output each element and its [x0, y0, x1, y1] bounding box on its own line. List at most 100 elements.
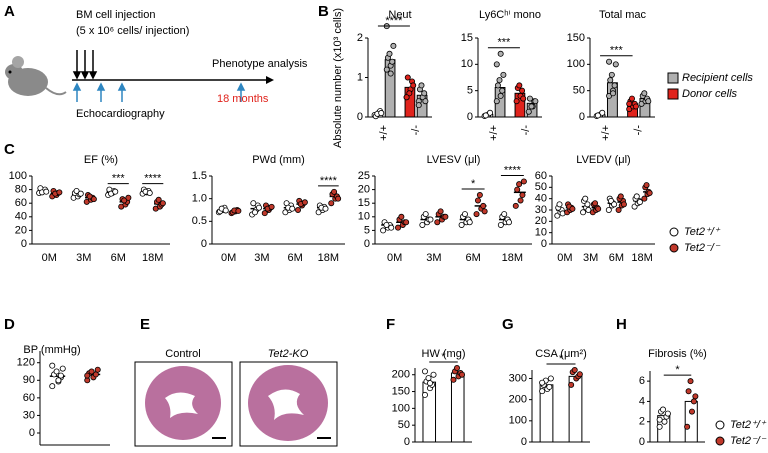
- data-point: [53, 368, 60, 375]
- x-tick-label: 6M: [609, 252, 624, 264]
- bar: [684, 400, 698, 443]
- schematic-text: Phenotype analysis: [212, 58, 308, 70]
- data-point: [517, 197, 524, 204]
- data-point: [501, 211, 508, 218]
- data-point: [430, 371, 437, 378]
- data-point: [636, 199, 643, 206]
- y-tick-label: 0: [579, 111, 585, 123]
- data-point: [437, 208, 444, 215]
- data-point: [250, 200, 257, 207]
- legend-swatch: [669, 227, 679, 237]
- data-point: [261, 210, 268, 217]
- significance-label: ***: [112, 173, 126, 185]
- data-point: [57, 372, 64, 379]
- legend-label: Tet2⁺/⁺: [684, 226, 721, 238]
- data-point: [569, 205, 576, 212]
- x-tick-label: 18M: [502, 252, 523, 264]
- y-tick-label: 0: [541, 238, 547, 250]
- data-point: [88, 368, 95, 375]
- legend-label: Recipient cells: [682, 72, 753, 84]
- data-point: [403, 219, 410, 226]
- data-point: [422, 98, 429, 105]
- data-point: [43, 188, 50, 195]
- data-point: [59, 365, 66, 372]
- y-tick-label: 60: [23, 392, 35, 404]
- data-point: [516, 82, 523, 89]
- chart-title: Total mac: [599, 9, 647, 21]
- chart-title: HW (mg): [422, 348, 466, 360]
- y-tick-label: 2: [639, 416, 645, 428]
- data-point: [398, 213, 405, 220]
- data-point: [77, 190, 84, 197]
- y-tick-label: 100: [392, 402, 410, 414]
- data-point: [516, 181, 523, 188]
- y-tick-label: 10: [461, 58, 473, 70]
- data-point: [425, 375, 432, 382]
- significance-label: *: [471, 178, 476, 190]
- x-tick-label: 0M: [557, 252, 572, 264]
- significance-label: ****: [144, 173, 162, 185]
- data-point: [331, 188, 338, 195]
- data-point: [611, 201, 618, 208]
- data-point: [328, 200, 335, 207]
- chart-title: Neut: [388, 9, 411, 21]
- panel-label: A: [4, 3, 15, 20]
- data-point: [121, 197, 128, 204]
- data-point: [482, 112, 489, 119]
- data-point: [497, 221, 504, 228]
- image-label: Tet2-KO: [268, 348, 309, 360]
- data-point: [643, 182, 650, 189]
- x-tick-label: -/-: [633, 125, 645, 136]
- y-tick-label: 100: [509, 415, 527, 427]
- x-tick-label: 6M: [111, 252, 126, 264]
- data-point: [94, 366, 101, 373]
- data-point: [493, 61, 500, 68]
- data-point: [415, 102, 422, 109]
- bar: [450, 372, 465, 443]
- chart-title: EF (%): [84, 154, 118, 166]
- data-point: [685, 388, 692, 395]
- data-point: [633, 193, 640, 200]
- data-point: [235, 207, 242, 214]
- y-tick-label: 20: [535, 215, 547, 227]
- data-point: [322, 205, 329, 212]
- data-point: [427, 380, 434, 387]
- x-tick-label: +/+: [600, 125, 612, 141]
- data-point: [56, 189, 63, 196]
- data-point: [592, 200, 599, 207]
- x-tick-label: 0M: [42, 252, 57, 264]
- data-point: [612, 61, 619, 68]
- y-tick-label: 5: [467, 85, 473, 97]
- data-point: [112, 188, 119, 195]
- legend-swatch: [667, 72, 679, 84]
- injection-arrows: [72, 50, 98, 80]
- data-point: [395, 224, 402, 231]
- x-tick-label: 0M: [221, 252, 236, 264]
- y-tick-label: 0: [364, 238, 370, 250]
- y-tick-label: 0: [29, 427, 35, 439]
- x-tick-label: 6M: [287, 252, 302, 264]
- data-point: [571, 366, 578, 373]
- y-tick-label: 6: [639, 375, 645, 387]
- legend-label: Tet2⁺/⁺: [730, 419, 767, 431]
- data-point: [406, 90, 413, 97]
- y-tick-label: 50: [398, 419, 410, 431]
- timeline-head: [266, 76, 274, 84]
- legend-label: Tet2⁻/⁻: [684, 242, 721, 254]
- data-point: [496, 77, 503, 84]
- data-point: [605, 206, 612, 213]
- y-tick-label: 50: [535, 181, 547, 193]
- data-point: [610, 90, 617, 97]
- data-point: [481, 208, 488, 215]
- y-tick-label: 150: [567, 32, 585, 44]
- panel-label: D: [4, 316, 15, 333]
- data-point: [499, 87, 506, 94]
- data-point: [606, 58, 613, 65]
- y-tick-label: 30: [23, 409, 35, 421]
- data-point: [525, 108, 532, 115]
- panel-label: B: [318, 3, 329, 20]
- data-point: [580, 209, 587, 216]
- data-point: [493, 98, 500, 105]
- significance-label: *: [441, 351, 446, 363]
- data-point: [661, 418, 668, 425]
